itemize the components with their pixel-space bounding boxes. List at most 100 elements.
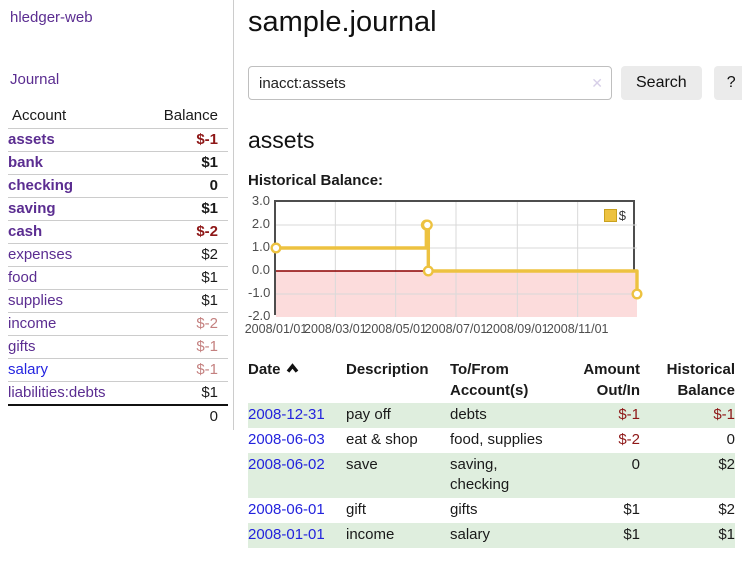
search-bar: ✕ Search ?: [248, 66, 742, 100]
account-link[interactable]: supplies: [8, 292, 64, 309]
transaction-date-link[interactable]: 2008-01-01: [248, 526, 325, 543]
transaction-row[interactable]: 2008-12-31 pay off debts $-1 $-1: [248, 403, 735, 428]
account-link[interactable]: liabilities:debts: [8, 384, 106, 401]
transaction-accounts: gifts: [450, 501, 478, 518]
transaction-accounts: saving, checking: [450, 453, 570, 498]
account-balance: $1: [137, 289, 228, 313]
y-tick-label: 0.0: [251, 262, 270, 277]
account-row: food $1: [8, 266, 228, 290]
register-header-row: Date Description To/From Account(s) Amou…: [248, 357, 735, 403]
transaction-date-link[interactable]: 2008-06-01: [248, 501, 325, 518]
account-row: checking 0: [8, 174, 228, 198]
x-tick-label: 2008/05/01: [364, 322, 427, 336]
account-column-header: To/From Account(s): [450, 361, 529, 399]
account-column-header: Account: [8, 105, 138, 129]
chart-legend: $: [601, 207, 628, 224]
account-link[interactable]: gifts: [8, 338, 36, 355]
transaction-accounts: salary: [450, 523, 570, 548]
chart-marker[interactable]: [421, 219, 433, 231]
transaction-balance: $2: [718, 501, 735, 518]
account-heading: assets: [248, 127, 315, 153]
transaction-balance: $2: [640, 453, 735, 498]
transaction-row[interactable]: 2008-01-01 income salary $1 $1: [248, 523, 735, 548]
account-row: supplies $1: [8, 289, 228, 313]
account-row: salary $-1: [8, 358, 228, 382]
chart-plot-area[interactable]: $: [270, 200, 643, 317]
account-link[interactable]: income: [8, 315, 57, 332]
transaction-row[interactable]: 2008-06-03 eat & shop food, supplies $-2 0: [248, 428, 735, 453]
account-balance: $1: [137, 151, 228, 175]
x-tick-label: 2008/09/01: [486, 322, 549, 336]
transaction-balance: $1: [640, 523, 735, 548]
y-tick-label: 3.0: [251, 193, 270, 208]
chart-marker[interactable]: [270, 242, 282, 254]
transaction-description: gift: [346, 501, 367, 518]
balance-column-header: Historical Balance: [666, 361, 735, 399]
x-tick-label: 2008/03/01: [304, 322, 367, 336]
accounts-total-balance: 0: [137, 404, 228, 428]
account-link[interactable]: salary: [8, 361, 49, 378]
app-title[interactable]: hledger-web: [10, 9, 93, 26]
transaction-row[interactable]: 2008-06-01 gift gifts $1 $2: [248, 498, 735, 523]
transaction-accounts: food, supplies: [450, 431, 543, 448]
search-input[interactable]: [248, 66, 612, 100]
chart-marker[interactable]: [631, 288, 643, 300]
x-tick-label: 2008/07/01: [424, 322, 488, 336]
y-tick-label: -2.0: [248, 308, 271, 323]
account-balance: $1: [137, 381, 228, 406]
account-link[interactable]: checking: [8, 177, 74, 194]
account-balance: $1: [137, 197, 228, 221]
transaction-amount: $-2: [618, 431, 640, 448]
help-button[interactable]: ?: [713, 66, 742, 100]
legend-label: $: [618, 208, 626, 223]
nav-journal-link[interactable]: Journal: [10, 71, 60, 88]
transaction-accounts: debts: [450, 403, 570, 428]
account-row: liabilities:debts $1: [8, 381, 228, 406]
clear-search-icon[interactable]: ✕: [591, 75, 603, 91]
account-row: assets $-1: [8, 128, 228, 152]
accounts-header-row: Account Balance: [8, 105, 228, 129]
y-tick-label: 1.0: [251, 239, 270, 254]
account-link[interactable]: assets: [8, 131, 55, 148]
account-row: gifts $-1: [8, 335, 228, 359]
transaction-row[interactable]: 2008-06-02 save saving, checking 0 $2: [248, 453, 735, 498]
x-tick-label: 2008/01/01: [244, 322, 308, 336]
amount-column-header: Amount Out/In: [583, 361, 640, 399]
transaction-balance: $-1: [640, 403, 735, 428]
transaction-date-link[interactable]: 2008-12-31: [248, 406, 325, 423]
account-balance: $-2: [137, 220, 228, 244]
historical-balance-chart: 3.0 2.0 1.0 0.0 -1.0 -2.0 $ 2008/01/01 2008/03…: [244, 193, 742, 340]
date-column-header[interactable]: Date: [248, 357, 346, 403]
chart-marker[interactable]: [422, 265, 434, 277]
transaction-date-link[interactable]: 2008-06-02: [248, 456, 325, 473]
account-link[interactable]: bank: [8, 154, 44, 171]
transaction-amount: 0: [570, 453, 640, 498]
account-link[interactable]: saving: [8, 200, 56, 217]
account-link[interactable]: cash: [8, 223, 43, 240]
transaction-amount: $1: [623, 501, 640, 518]
account-balance: $-2: [137, 312, 228, 336]
account-balance: 0: [137, 174, 228, 198]
transaction-date-link[interactable]: 2008-06-03: [248, 431, 325, 448]
account-balance: $2: [137, 243, 228, 267]
register-table: Date Description To/From Account(s) Amou…: [248, 357, 735, 548]
account-row: cash $-2: [8, 220, 228, 244]
transaction-description: eat & shop: [346, 431, 418, 448]
account-link[interactable]: expenses: [8, 246, 73, 263]
sidebar: hledger-web Journal Account Balance asse…: [0, 0, 233, 428]
account-row: income $-2: [8, 312, 228, 336]
account-row: saving $1: [8, 197, 228, 221]
transaction-description: save: [346, 453, 450, 498]
search-button[interactable]: Search: [621, 66, 702, 100]
transaction-amount: $1: [570, 523, 640, 548]
sidebar-divider: [233, 0, 234, 430]
legend-swatch-icon: [603, 209, 617, 222]
accounts-table: Account Balance assets $-1 bank $1 checking 0…: [8, 105, 228, 428]
transaction-balance: 0: [726, 431, 735, 448]
transaction-description: income: [346, 523, 450, 548]
account-balance: $1: [137, 266, 228, 290]
main-content: sample.journal ✕ Search ? assets Histori…: [244, 0, 742, 548]
account-link[interactable]: food: [8, 269, 38, 286]
transaction-amount: $-1: [570, 403, 640, 428]
y-tick-label: -1.0: [248, 285, 271, 300]
